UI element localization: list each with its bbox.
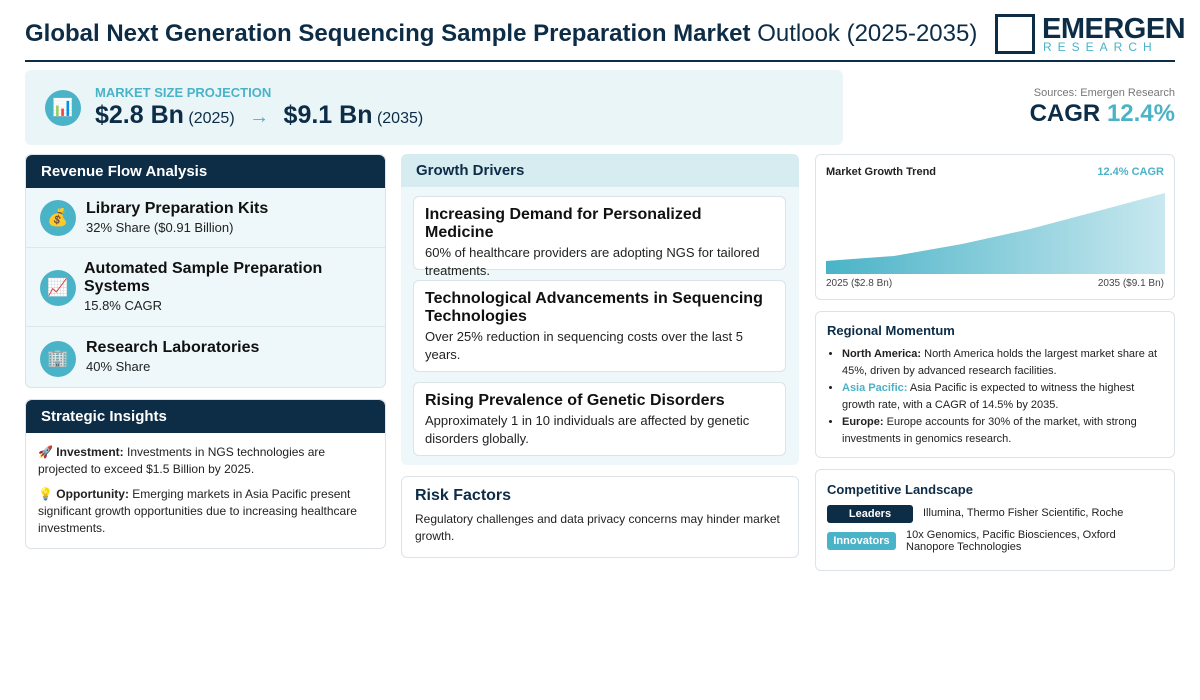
end-year: (2035) [376, 110, 424, 127]
insight-label: Opportunity: [56, 487, 129, 501]
item-icon: 📈 [40, 270, 76, 306]
item-name: Automated Sample Preparation Systems [84, 260, 323, 295]
tag-text: Illumina, Thermo Fisher Scientific, Roch… [923, 507, 1124, 519]
trend-area [826, 193, 1165, 274]
region-text: Asia Pacific is expected to witness the … [842, 382, 1135, 411]
driver-text: Approximately 1 in 10 individuals are af… [425, 413, 750, 446]
region-item: Europe: Europe accounts for 30% of the m… [842, 414, 1163, 448]
tag-text: 10x Genomics, Pacific Biosciences, Oxfor… [906, 529, 1116, 553]
region-item: North America: North America holds the l… [842, 346, 1163, 380]
insight-icon: 🚀 [38, 445, 53, 459]
insight-label: Investment: [56, 445, 124, 459]
revenue-flow-title: Revenue Flow Analysis [26, 155, 385, 188]
item-detail: 32% Share ($0.91 Billion) [86, 220, 234, 235]
revenue-item: 📈 Automated Sample Preparation Systems 1… [26, 248, 386, 327]
item-icon: 💰 [40, 200, 76, 236]
trend-badge: 12.4% CAGR [1097, 166, 1164, 178]
competitive-card: Competitive Landscape Leaders Illumina, … [815, 469, 1175, 571]
tag: Leaders [827, 505, 913, 523]
trend-end: 2035 ($9.1 Bn) [1097, 278, 1164, 289]
projection-panel: 📊 MARKET SIZE PROJECTION $2.8 Bn (2025) … [25, 70, 843, 145]
logo-mark [995, 14, 1035, 54]
region-name: North America: [842, 348, 922, 360]
risk-text: Regulatory challenges and data privacy c… [415, 512, 780, 543]
driver-card: Rising Prevalence of Genetic Disorders Ap… [413, 382, 786, 456]
competitive-title: Competitive Landscape [827, 482, 973, 497]
risk-title: Risk Factors [415, 487, 512, 504]
risk-card: Risk Factors Regulatory challenges and d… [401, 476, 799, 558]
start-value: $2.8 Bn [95, 101, 184, 129]
regional-card: Regional Momentum North America: North A… [815, 311, 1175, 458]
item-detail: 40% Share [86, 359, 151, 374]
projection-values: $2.8 Bn (2025) → $9.1 Bn (2035) [95, 101, 423, 130]
arrow: → [249, 106, 270, 128]
insight-icon: 💡 [38, 487, 53, 501]
start-year: (2025) [188, 110, 235, 127]
trend-card: Market Growth Trend 12.4% CAGR 2025 ($2.… [815, 154, 1175, 300]
driver-title: Increasing Demand for Personalized Medic… [425, 206, 702, 241]
logo-sub: RESEARCH [1043, 40, 1158, 54]
revenue-flow-card: Revenue Flow Analysis 💰 Library Preparat… [25, 154, 386, 388]
cagr-label: CAGR [1029, 100, 1101, 127]
regional-list: North America: North America holds the l… [827, 346, 1163, 448]
trend-title: Market Growth Trend [826, 166, 937, 178]
insights-card: Strategic Insights 🚀 Investment: Investm… [25, 399, 386, 549]
revenue-item: 🏢 Research Laboratories 40% Share [26, 327, 386, 387]
drivers-title: Growth Drivers [401, 154, 799, 187]
page-title: Global Next Generation Sequencing Sample… [25, 20, 977, 48]
insight-text: Investments in NGS technologies are proj… [38, 445, 326, 476]
title-rest: Outlook (2025-2035) [757, 20, 978, 47]
tag: Innovators [827, 532, 896, 550]
item-name: Library Preparation Kits [86, 200, 269, 217]
logo-main: EMERGEN [1042, 13, 1186, 45]
projection-label: MARKET SIZE PROJECTION [95, 85, 272, 100]
projection-icon: 📊 [45, 90, 81, 126]
sources: Sources: Emergen Research [1033, 87, 1175, 99]
driver-text: 60% of healthcare providers are adopting… [425, 245, 760, 278]
insight-text: Emerging markets in Asia Pacific present… [38, 487, 357, 535]
regional-title: Regional Momentum [827, 323, 955, 338]
driver-title: Technological Advancements in Sequencing… [425, 290, 763, 325]
region-item: Asia Pacific: Asia Pacific is expected t… [842, 380, 1163, 414]
cagr: CAGR 12.4% [1030, 100, 1175, 128]
revenue-item: 💰 Library Preparation Kits 32% Share ($0… [26, 188, 386, 248]
insights-title: Strategic Insights [26, 400, 385, 433]
driver-title: Rising Prevalence of Genetic Disorders [425, 392, 725, 409]
insight: 💡 Opportunity: Emerging markets in Asia … [38, 486, 368, 537]
item-name: Research Laboratories [86, 339, 260, 356]
region-name: Asia Pacific: [842, 382, 908, 394]
title-bold: Global Next Generation Sequencing Sample… [25, 20, 751, 47]
driver-card: Increasing Demand for Personalized Medic… [413, 196, 786, 278]
end-value: $9.1 Bn [283, 101, 373, 129]
item-detail: 15.8% CAGR [84, 298, 163, 313]
trend-start: 2025 ($2.8 Bn) [826, 278, 893, 289]
item-icon: 🏢 [40, 341, 76, 377]
region-text: Europe accounts for 30% of the market, w… [842, 416, 1137, 445]
drivers-panel: Growth Drivers Increasing Demand for Per… [401, 154, 799, 465]
area-shape [826, 193, 1165, 274]
cagr-value: 12.4% [1106, 100, 1175, 127]
region-text: North America holds the largest market s… [842, 348, 1158, 377]
insight: 🚀 Investment: Investments in NGS technol… [38, 444, 368, 478]
region-name: Europe: [842, 416, 884, 428]
driver-text: Over 25% reduction in sequencing costs o… [425, 329, 743, 362]
header-rule [25, 60, 1175, 62]
driver-card: Technological Advancements in Sequencing… [413, 280, 786, 372]
